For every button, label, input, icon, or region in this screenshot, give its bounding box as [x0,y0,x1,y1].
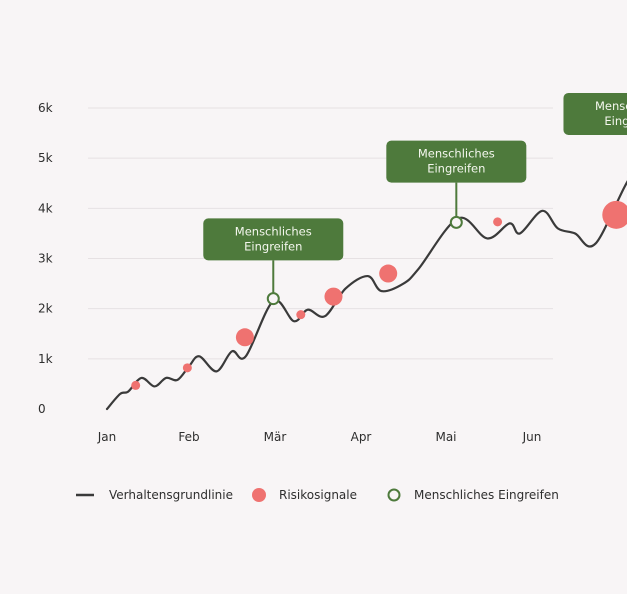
callout-label: Menschliches [595,99,627,113]
legend-ring-swatch [387,488,401,502]
callout-label: Eingreifen [244,239,302,253]
x-tick-label: Mai [435,430,456,444]
intervention-point [449,215,463,229]
x-tick-label: Mär [264,430,287,444]
y-tick-label: 4k [38,201,53,215]
y-axis-ticks: 0 1k 2k 3k 4k 5k 6k [38,101,53,416]
risk-signal-point [602,200,627,229]
x-tick-label: Apr [351,430,372,444]
legend: Verhaltensgrundlinie Risikosignale Menschl… [76,488,559,502]
callout-label: Eingreifen [427,162,485,176]
x-tick-label: Jan [97,430,117,444]
legend-label: Menschliches Eingreifen [414,488,559,502]
risk-signal-point [235,328,254,347]
legend-item: Menschliches Eingreifen [387,488,559,502]
callout-label: Menschliches [418,147,495,161]
legend-label: Risikosignale [279,488,357,502]
callout-label: Menschliches [235,224,312,238]
series-line-baseline [105,180,627,411]
intervention-point [266,292,280,306]
y-tick-label: 3k [38,252,53,266]
y-tick-label: 5k [38,151,53,165]
intervention-markers [266,171,627,306]
x-tick-label: Feb [178,430,199,444]
legend-dot-swatch [252,488,266,502]
series-lines [105,180,627,411]
x-axis-ticks: Jan Feb Mär Apr Mai Jun [97,430,542,444]
legend-item: Verhaltensgrundlinie [76,488,233,502]
risk-signal-markers [131,200,627,390]
callout-label: Eingreifen [604,114,627,128]
callout-box [563,92,627,135]
legend-item: Risikosignale [252,488,357,502]
risk-signal-point [131,380,141,390]
risk-signal-point [379,264,398,283]
y-tick-label: 0 [38,402,46,416]
callout-box [203,218,344,261]
risk-signal-point [296,310,306,320]
x-tick-label: Jun [522,430,542,444]
y-tick-label: 2k [38,302,53,316]
legend-label: Verhaltensgrundlinie [109,488,233,502]
risk-signal-point [182,363,192,373]
y-tick-label: 6k [38,101,53,115]
callout-box [386,140,527,183]
risk-signal-point [493,217,503,227]
y-tick-label: 1k [38,352,53,366]
callouts: MenschlichesEingreifenMenschlichesEingre… [203,92,627,293]
risk-signal-point [324,287,343,306]
